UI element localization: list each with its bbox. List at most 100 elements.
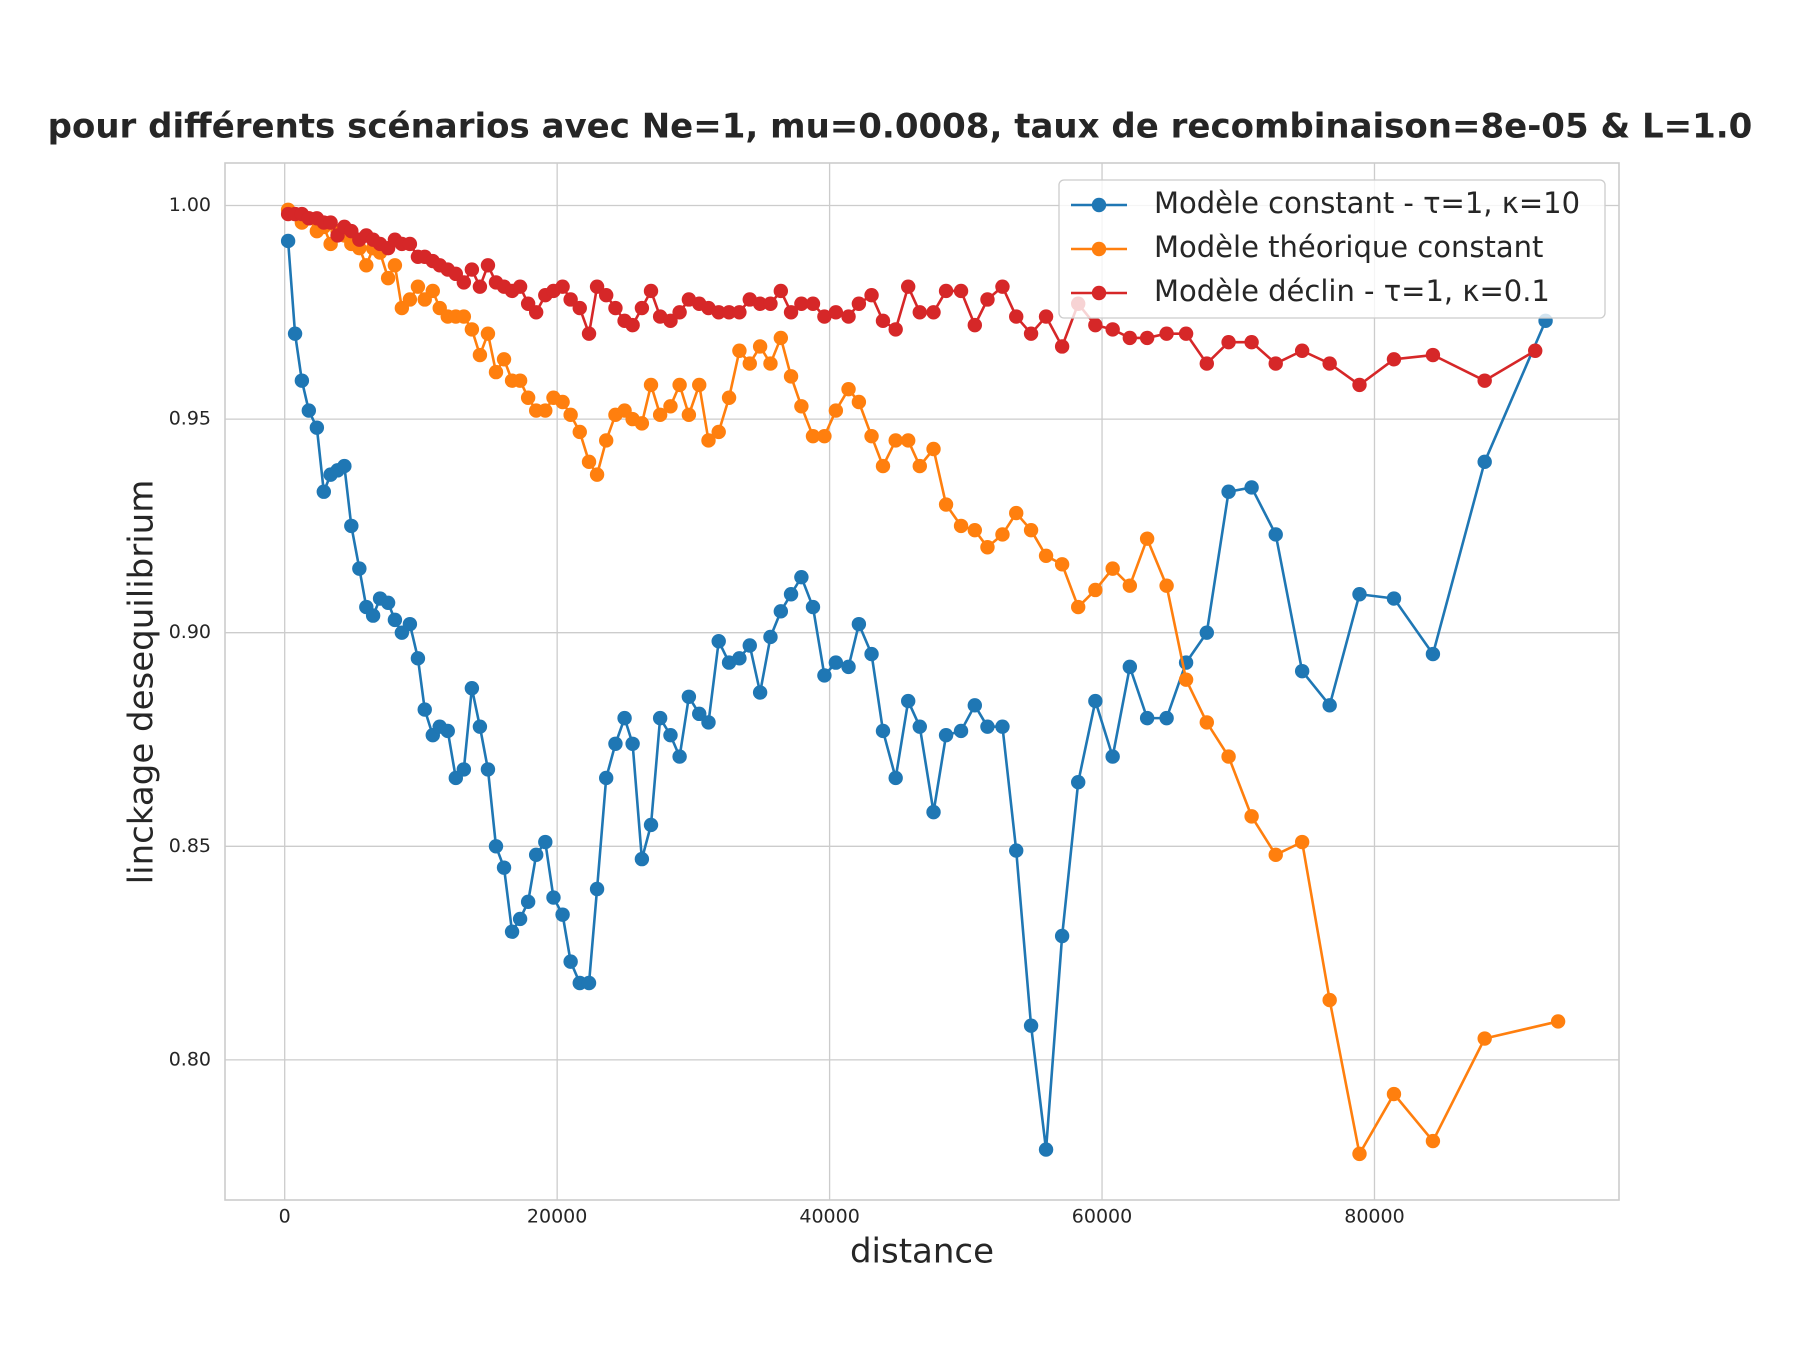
data-point (742, 356, 757, 371)
data-point (344, 518, 359, 534)
data-point (1122, 659, 1138, 675)
data-point (1268, 527, 1283, 542)
data-point (472, 347, 488, 363)
data-point (773, 283, 789, 299)
data-point (1009, 843, 1024, 858)
data-point (643, 283, 659, 299)
data-point (711, 305, 726, 320)
y-tick-label: 1.00 (169, 194, 211, 216)
y-tick-label: 0.85 (169, 835, 211, 857)
data-point (496, 352, 512, 367)
data-point (402, 236, 418, 252)
data-point (581, 454, 597, 470)
data-point (1054, 339, 1070, 354)
data-point (1023, 326, 1039, 341)
data-point (1088, 693, 1103, 709)
data-point (1244, 335, 1259, 350)
data-point (425, 283, 440, 299)
data-point (888, 322, 903, 337)
data-point (864, 428, 879, 444)
data-point (1159, 710, 1174, 726)
data-point (805, 599, 821, 615)
data-point (721, 390, 737, 405)
data-point (572, 300, 587, 316)
data-point (309, 420, 325, 435)
data-point (912, 305, 927, 320)
data-point (488, 364, 504, 380)
data-point (1386, 591, 1402, 606)
data-point (352, 561, 367, 576)
data-point (617, 710, 632, 726)
data-point (817, 309, 832, 324)
data-point (589, 881, 605, 897)
data-point (912, 458, 927, 474)
data-point (555, 907, 570, 922)
data-point (652, 407, 668, 423)
data-point (1023, 522, 1039, 538)
data-point (926, 804, 941, 820)
data-point (1122, 578, 1138, 593)
data-point (402, 616, 418, 632)
data-point (1477, 373, 1492, 388)
data-point (563, 954, 578, 969)
data-point (1105, 561, 1120, 576)
data-point (1528, 343, 1543, 358)
data-point (732, 651, 747, 666)
data-point (1221, 335, 1236, 350)
data-point (555, 394, 570, 410)
data-point (598, 288, 614, 303)
data-point (1159, 326, 1174, 341)
data-point (1386, 352, 1402, 367)
data-point (1477, 454, 1492, 470)
data-point (472, 279, 488, 294)
data-point (817, 668, 832, 683)
legend-marker (1091, 197, 1107, 213)
data-point (528, 847, 544, 863)
data-point (1322, 698, 1337, 713)
data-point (692, 706, 707, 722)
data-point (711, 424, 726, 440)
data-point (763, 296, 778, 311)
data-point (763, 356, 778, 371)
data-point (634, 416, 650, 431)
y-tick-label: 0.90 (169, 621, 211, 643)
data-point (875, 313, 891, 329)
data-point (496, 860, 512, 875)
data-point (1550, 1014, 1566, 1029)
data-point (900, 279, 916, 294)
data-point (967, 698, 983, 713)
data-point (701, 433, 716, 448)
data-point (681, 407, 697, 423)
x-tick-label: 60000 (1072, 1206, 1132, 1228)
data-point (581, 326, 597, 341)
data-point (643, 817, 659, 833)
data-point (287, 326, 303, 341)
data-point (520, 390, 536, 405)
data-point (528, 305, 544, 320)
data-point (953, 723, 969, 739)
data-point (581, 975, 597, 991)
data-point (456, 275, 472, 290)
data-point (1038, 548, 1054, 563)
data-point (1322, 992, 1337, 1008)
data-point (1023, 1018, 1039, 1033)
data-point (1088, 317, 1103, 333)
data-point (742, 638, 757, 653)
data-point (1038, 309, 1054, 324)
data-point (1425, 1133, 1441, 1149)
data-point (773, 604, 789, 619)
data-point (1178, 672, 1194, 687)
data-point (805, 296, 821, 311)
data-point (440, 723, 455, 739)
data-point (1038, 1142, 1054, 1157)
legend-label: Modèle déclin - τ=1, κ=0.1 (1154, 274, 1550, 308)
data-point (1159, 578, 1174, 593)
data-point (365, 608, 381, 623)
data-point (875, 458, 891, 474)
data-point (663, 399, 678, 414)
data-point (323, 215, 338, 230)
chart-title: pour différents scénarios avec Ne=1, mu=… (48, 107, 1753, 147)
data-point (652, 710, 668, 726)
data-point (316, 484, 332, 499)
